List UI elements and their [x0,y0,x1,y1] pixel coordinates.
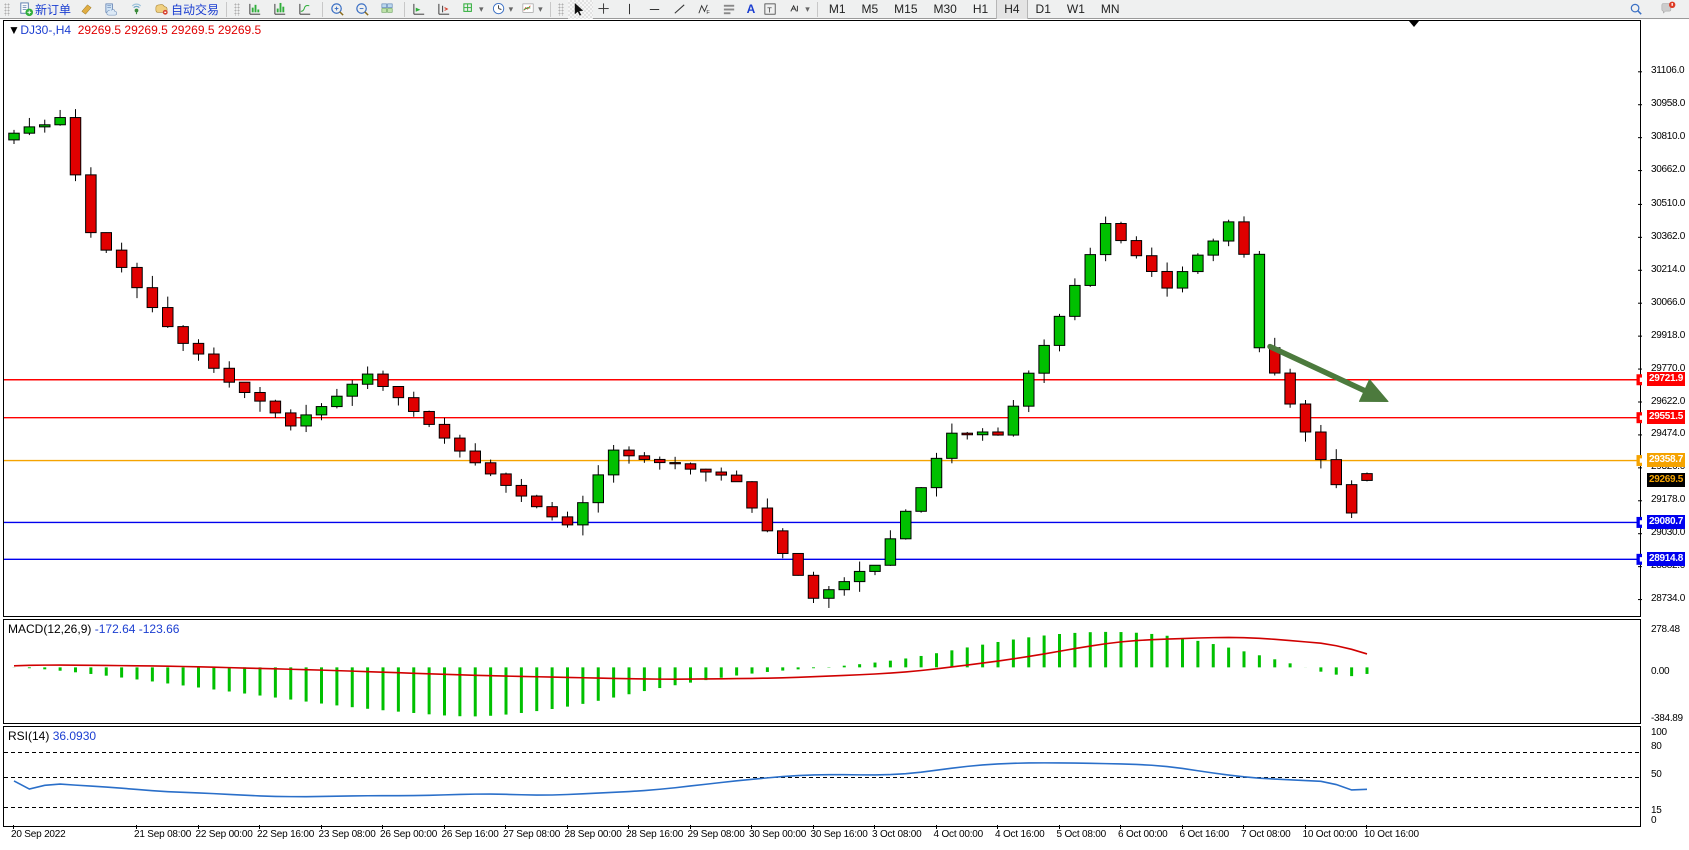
svg-text:T: T [768,5,773,14]
svg-text:F: F [706,10,710,16]
